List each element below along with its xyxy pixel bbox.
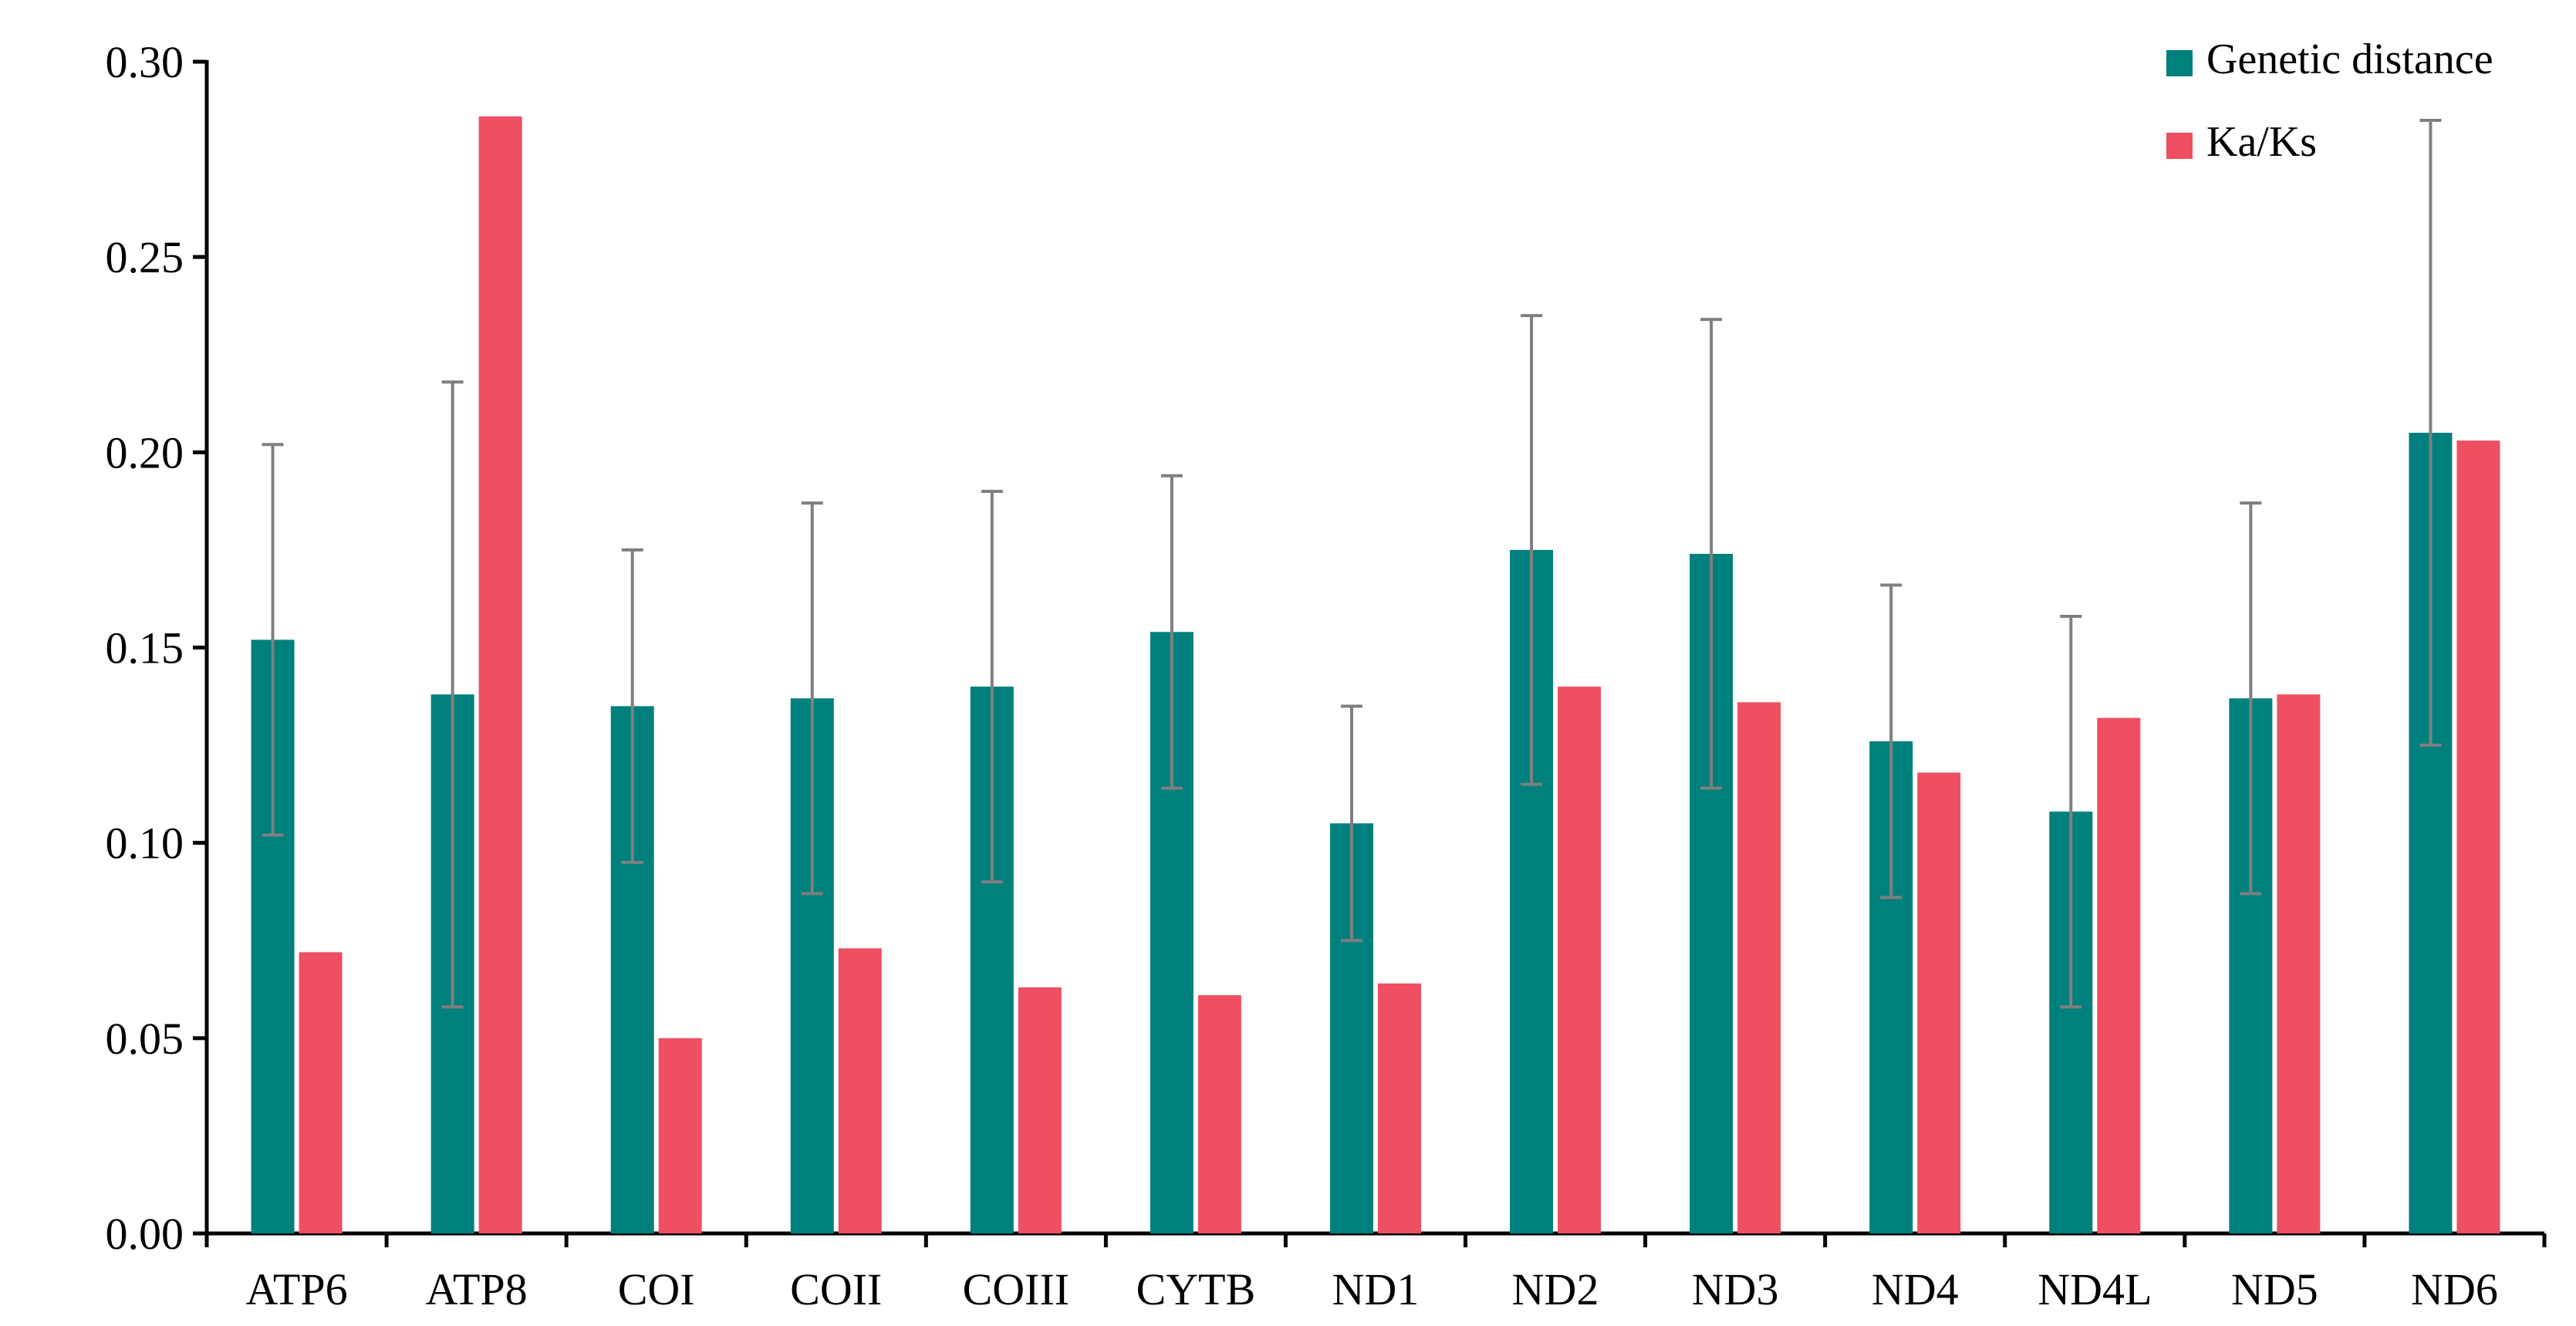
legend: Genetic distance Ka/Ks — [2166, 35, 2493, 166]
y-tick-label: 0.05 — [106, 1014, 184, 1064]
bar-ka-ks — [1558, 687, 1602, 1233]
y-tick-label: 0.10 — [106, 818, 184, 869]
bar-ka-ks — [2277, 694, 2321, 1233]
x-category-label: ATP6 — [245, 1264, 347, 1314]
x-category-label: ND3 — [1692, 1264, 1779, 1314]
x-category-label: ND2 — [1512, 1264, 1599, 1314]
x-category-label: ND4L — [2038, 1264, 2152, 1314]
x-category-label: CYTB — [1136, 1264, 1256, 1314]
y-tick-label: 0.00 — [106, 1209, 184, 1259]
x-category-label: ND1 — [1332, 1264, 1420, 1314]
bar-ka-ks — [1197, 995, 1241, 1233]
bar-ka-ks — [478, 116, 522, 1233]
y-tick-label: 0.15 — [106, 623, 184, 673]
plot-area: 0.00 0.05 0.10 0.15 0.20 0.25 0.30 ATP6 ATP8 COI C… — [106, 37, 2547, 1314]
x-category-label: ND6 — [2411, 1264, 2498, 1314]
bar-ka-ks — [658, 1038, 702, 1233]
bar-ka-ks — [1378, 983, 1421, 1233]
x-category-label: ATP8 — [426, 1264, 528, 1314]
bar-ka-ks — [2456, 440, 2500, 1233]
legend-swatch — [2166, 133, 2193, 159]
legend-label: Genetic distance — [2206, 35, 2493, 83]
y-tick-label: 0.30 — [106, 37, 184, 87]
x-category-label: COIII — [963, 1264, 1070, 1314]
bar-ka-ks — [1917, 772, 1961, 1233]
bar-ka-ks — [1018, 987, 1062, 1233]
legend-swatch — [2166, 50, 2193, 76]
bar-ka-ks — [2097, 717, 2141, 1233]
bar-ka-ks — [1737, 702, 1781, 1233]
legend-label: Ka/Ks — [2206, 118, 2317, 166]
y-tick-label: 0.20 — [106, 427, 184, 477]
x-category-label: COII — [790, 1264, 882, 1314]
x-category-label: ND5 — [2231, 1264, 2318, 1314]
bar-ka-ks — [838, 948, 882, 1233]
x-category-label: COI — [618, 1264, 695, 1314]
bar-ka-ks — [299, 952, 343, 1233]
x-category-label: ND4 — [1872, 1264, 1959, 1314]
y-tick-label: 0.25 — [106, 232, 184, 282]
